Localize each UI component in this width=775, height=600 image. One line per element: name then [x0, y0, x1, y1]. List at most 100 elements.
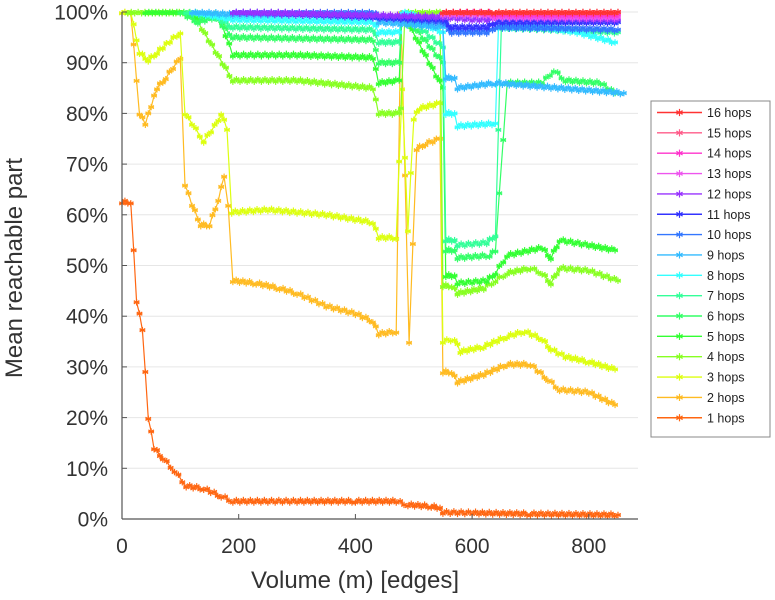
data-point	[221, 116, 228, 123]
data-point	[151, 92, 158, 99]
data-point	[185, 114, 192, 121]
data-point	[589, 389, 596, 396]
data-point	[221, 173, 228, 180]
data-point	[457, 288, 464, 295]
data-point	[442, 281, 449, 288]
y-tick-label: 10%	[66, 458, 108, 481]
data-point	[366, 53, 373, 60]
data-point	[304, 77, 311, 84]
data-point	[372, 323, 379, 330]
data-point	[490, 365, 497, 373]
data-point	[525, 328, 532, 335]
data-point	[297, 496, 304, 504]
data-point	[218, 111, 225, 118]
legend-label: 1 hops	[707, 411, 745, 425]
data-point	[275, 206, 282, 213]
data-point	[233, 496, 240, 504]
data-point	[482, 511, 489, 518]
data-point	[369, 86, 376, 93]
data-point	[222, 64, 230, 71]
data-point	[142, 55, 149, 63]
data-point	[548, 378, 555, 385]
data-point	[586, 510, 594, 517]
data-point	[362, 313, 369, 321]
data-point	[396, 110, 403, 117]
data-point	[496, 190, 503, 197]
data-point	[413, 146, 420, 154]
data-point	[266, 284, 273, 291]
legend-label: 15 hops	[707, 126, 751, 140]
data-point	[421, 501, 428, 508]
data-point	[131, 10, 138, 17]
data-point	[372, 46, 379, 54]
data-point	[136, 310, 143, 317]
data-point	[426, 8, 433, 16]
y-tick-label: 90%	[66, 52, 108, 75]
y-axis-title: Mean reachable part	[1, 158, 28, 378]
data-point	[188, 202, 196, 210]
data-point	[130, 21, 137, 28]
x-tick-label: 800	[571, 535, 606, 558]
data-point	[487, 341, 494, 349]
data-point	[480, 372, 487, 379]
y-tick-label: 0%	[78, 509, 108, 532]
data-point	[414, 500, 421, 508]
data-point	[436, 504, 444, 512]
data-point	[300, 53, 308, 60]
data-point	[602, 395, 609, 403]
data-point	[579, 355, 586, 363]
data-point	[205, 38, 212, 45]
data-point	[513, 509, 520, 516]
data-point	[311, 77, 318, 85]
data-point	[600, 273, 607, 281]
data-point	[517, 268, 524, 275]
data-point	[429, 139, 436, 146]
data-point	[151, 53, 158, 60]
data-point	[470, 346, 477, 354]
y-tick-label: 50%	[66, 255, 108, 278]
data-point	[541, 374, 548, 382]
data-point	[494, 338, 501, 346]
data-point	[188, 121, 196, 129]
data-point	[200, 139, 207, 146]
data-point	[279, 499, 286, 506]
legend-label: 7 hops	[707, 289, 745, 303]
data-point	[397, 105, 404, 112]
data-point	[461, 378, 468, 385]
data-point	[454, 380, 461, 387]
data-point	[614, 277, 622, 284]
data-point	[209, 212, 216, 219]
data-point	[196, 133, 203, 140]
data-point	[480, 344, 487, 352]
legend-label: 3 hops	[707, 371, 745, 385]
data-point	[558, 350, 565, 357]
data-point	[333, 212, 341, 219]
data-point	[369, 319, 376, 326]
data-point	[439, 510, 446, 517]
legend: 16 hops 15 hops 14 hops 13 hops 12 hops 11 ho…	[650, 100, 771, 438]
data-point	[192, 124, 199, 132]
data-point	[532, 331, 539, 338]
data-point	[286, 286, 294, 294]
data-point	[312, 296, 319, 304]
data-point	[413, 108, 420, 116]
data-point	[369, 496, 376, 504]
data-point	[211, 488, 218, 496]
data-point	[379, 233, 386, 240]
data-point	[602, 362, 609, 369]
data-point	[560, 263, 567, 271]
data-point	[341, 306, 348, 313]
data-point	[567, 264, 574, 271]
data-point	[293, 53, 301, 60]
data-point	[486, 253, 493, 260]
x-tick-label: 0	[116, 535, 128, 558]
data-point	[236, 78, 244, 85]
x-tick-label: 600	[455, 535, 490, 558]
data-point	[162, 75, 169, 83]
data-point	[198, 26, 205, 34]
data-point	[194, 216, 201, 223]
data-point	[401, 154, 409, 161]
y-tick-label: 30%	[66, 356, 108, 379]
data-point	[219, 61, 226, 68]
data-point	[139, 114, 146, 121]
